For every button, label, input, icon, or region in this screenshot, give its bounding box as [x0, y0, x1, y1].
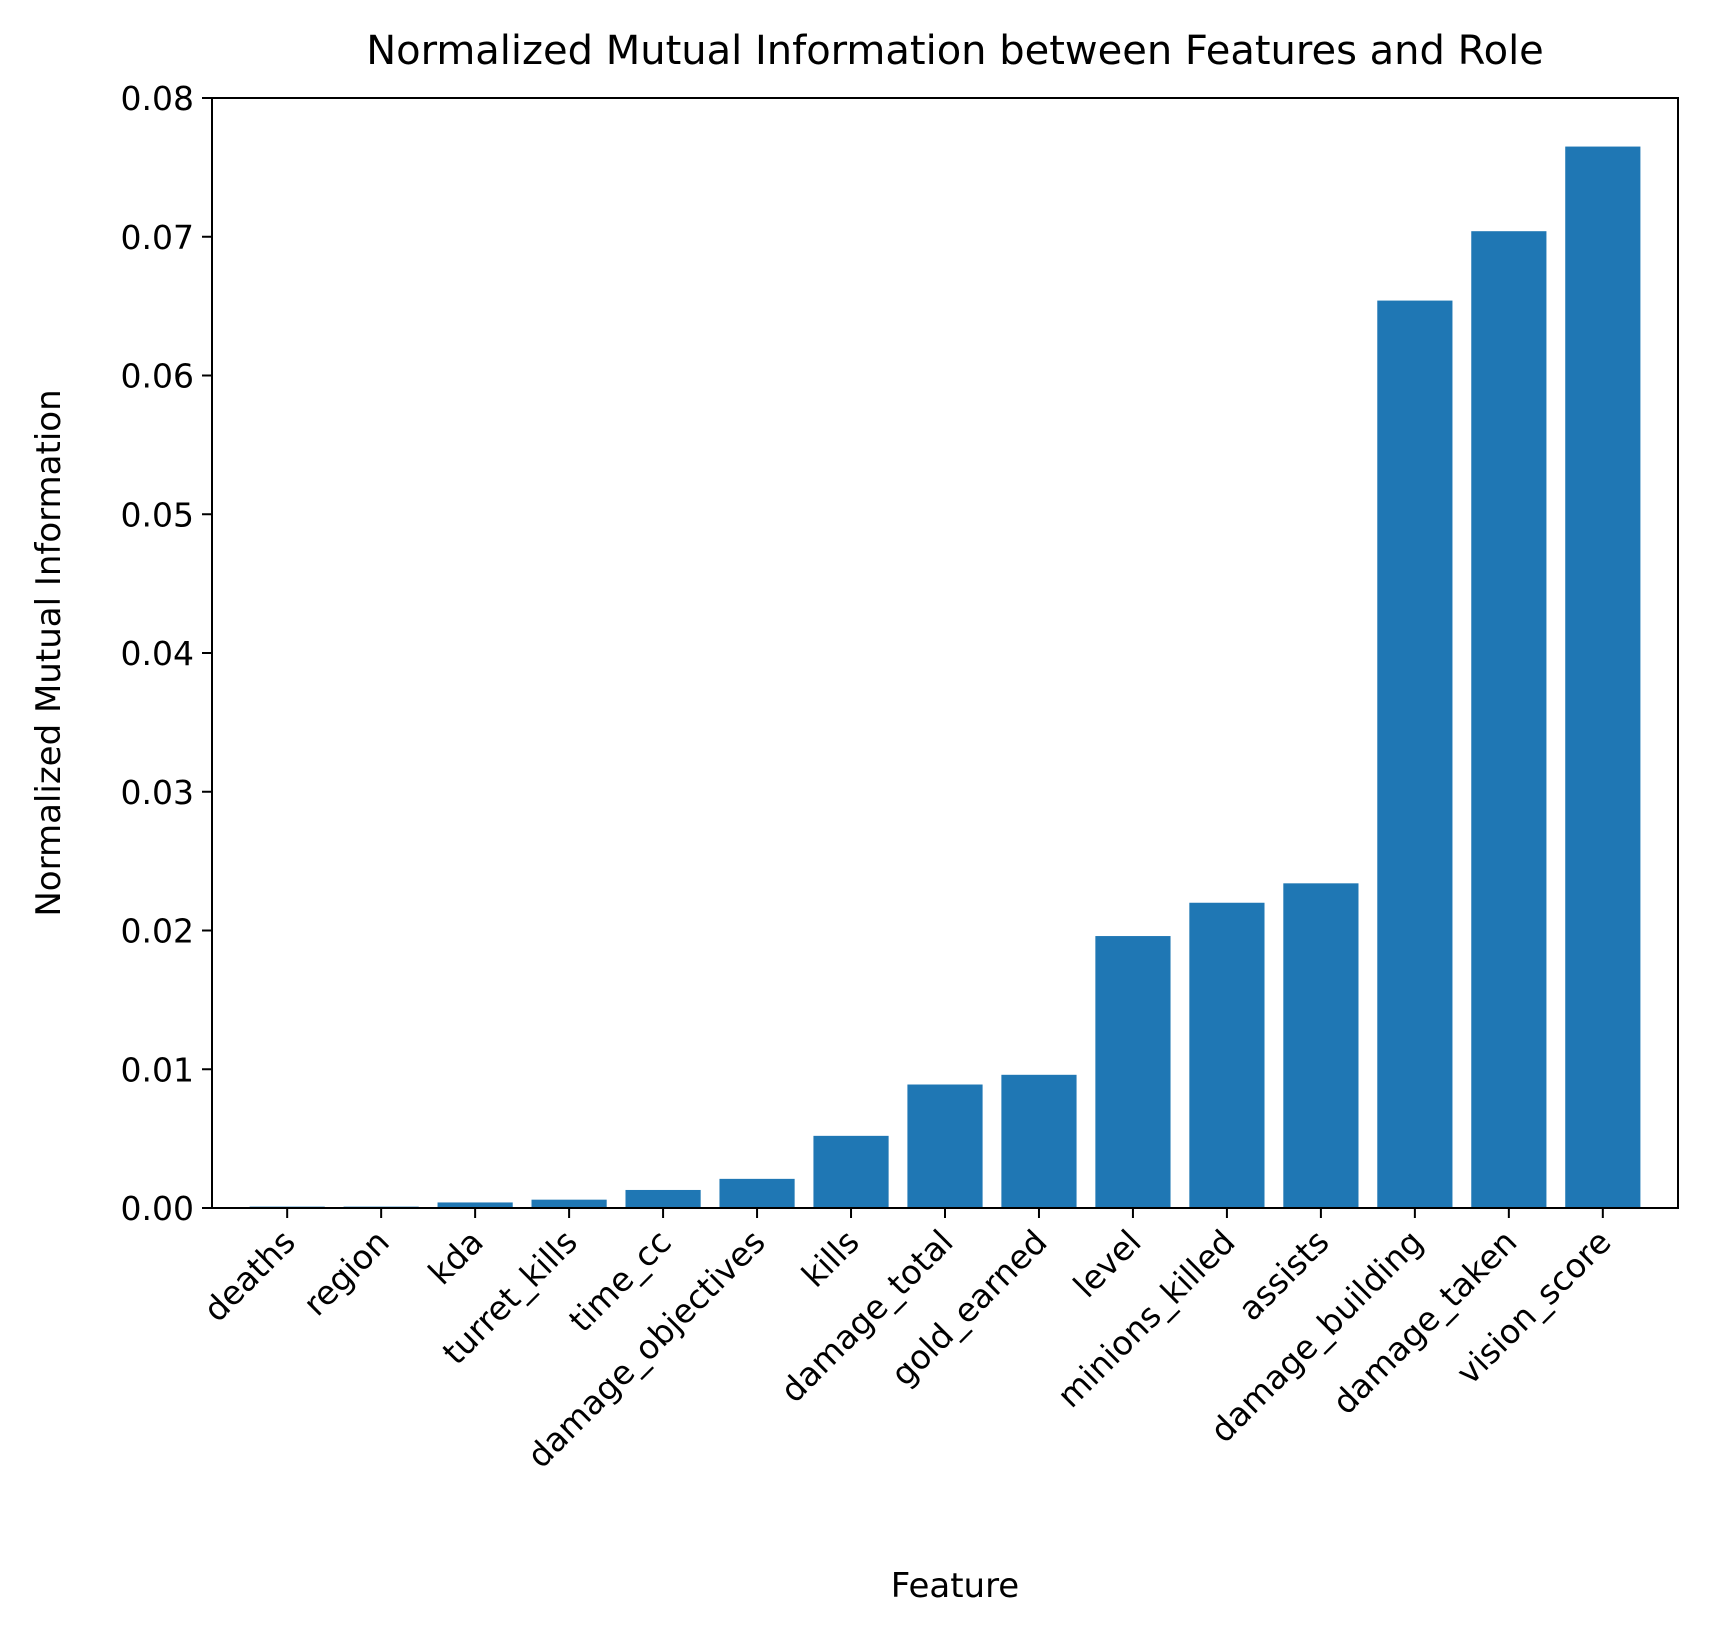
y-axis-title: Normalized Mutual Information [29, 389, 69, 916]
bar-vision_score [1565, 146, 1641, 1208]
y-tick-label: 0.04 [121, 634, 194, 673]
y-tick-label: 0.07 [121, 218, 194, 257]
x-axis-title: Feature [891, 1566, 1019, 1606]
bars-layer [249, 146, 1641, 1209]
bar-time_cc [625, 1189, 701, 1208]
y-tick-label: 0.05 [121, 495, 194, 534]
chart-title: Normalized Mutual Information between Fe… [366, 28, 1544, 74]
bar-gold_earned [1001, 1074, 1077, 1208]
bar-turret_kills [531, 1199, 607, 1208]
bar-damage_objectives [719, 1178, 795, 1208]
y-tick-label: 0.02 [121, 912, 194, 951]
plot-frame [211, 97, 1679, 1209]
bar-minions_killed [1189, 902, 1265, 1208]
y-tick-label: 0.08 [121, 79, 194, 118]
y-tick-label: 0.00 [121, 1189, 194, 1228]
bar-damage_taken [1471, 231, 1547, 1208]
y-axis: 0.00 0.01 0.02 0.03 0.04 0.05 0.06 0.07 0.08 [121, 79, 212, 1228]
bar-damage_total [907, 1084, 983, 1208]
bar-kills [813, 1135, 889, 1208]
y-tick-label: 0.01 [121, 1050, 194, 1089]
y-tick-label: 0.06 [121, 357, 194, 396]
y-tick-label: 0.03 [121, 773, 194, 812]
bar-level [1095, 936, 1171, 1208]
bar-damage_building [1377, 300, 1453, 1209]
bar-kda [437, 1202, 513, 1208]
bar-assists [1283, 883, 1359, 1208]
